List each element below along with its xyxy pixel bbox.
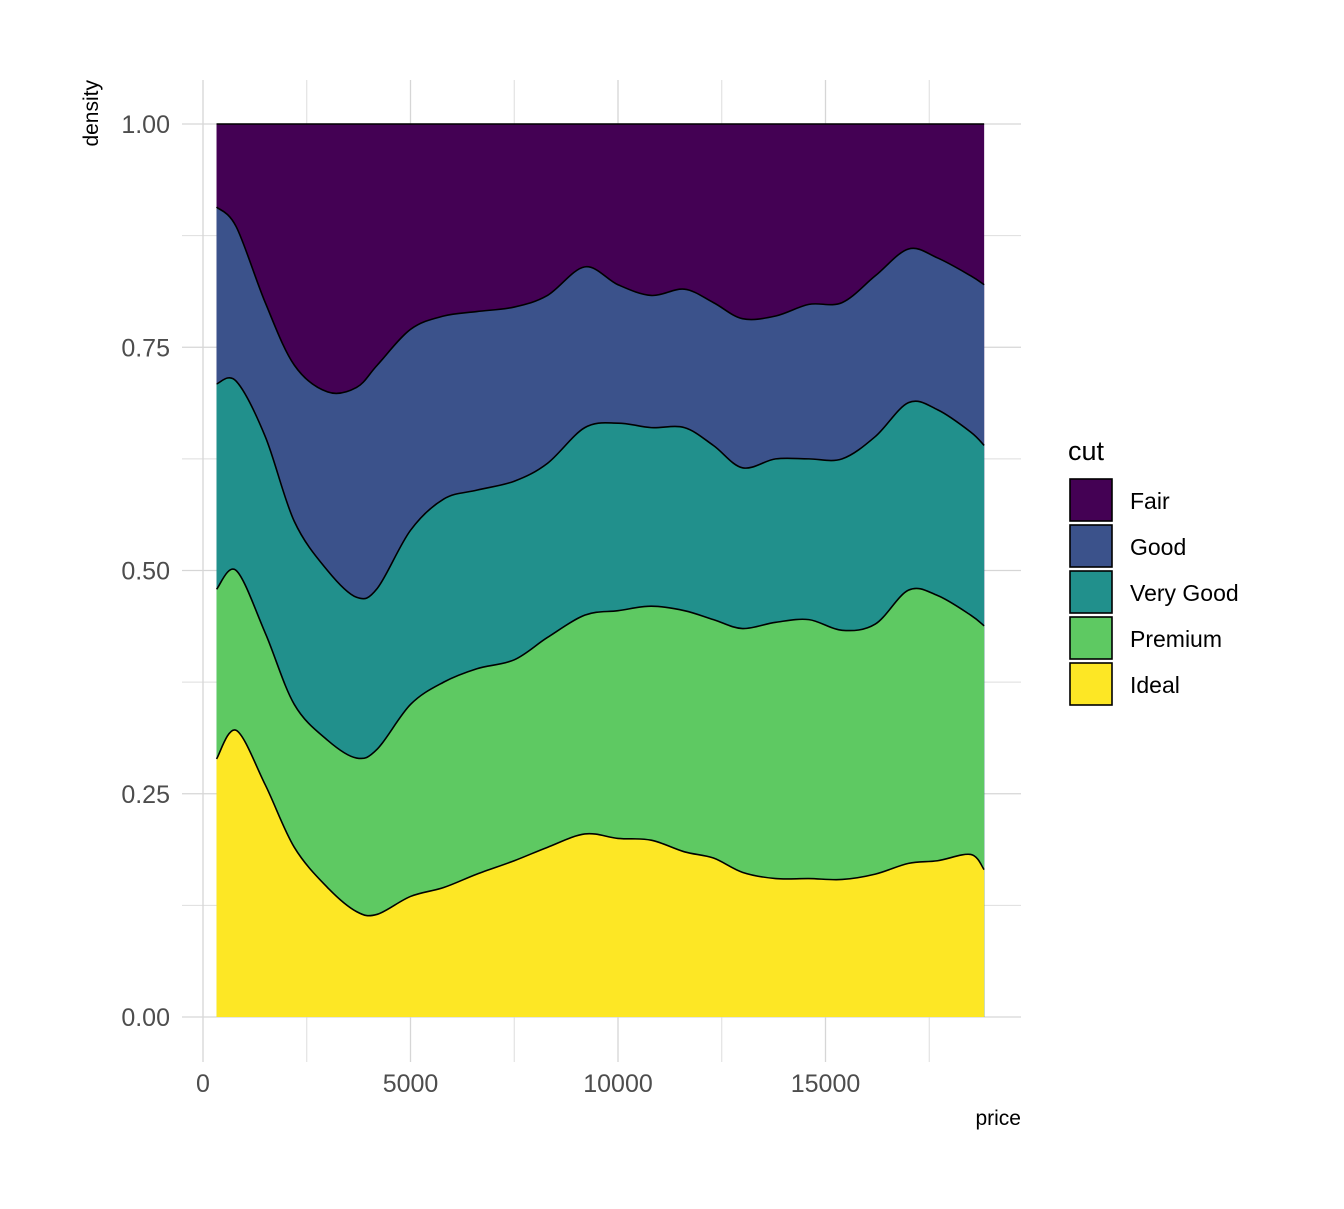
x-tick-label: 10000 (583, 1070, 653, 1098)
x-tick-label: 0 (196, 1070, 210, 1098)
y-tick-label: 0.50 (121, 558, 170, 586)
y-tick-label: 0.25 (121, 781, 170, 809)
legend-swatch-premium (1069, 616, 1113, 660)
y-axis-title: density (80, 80, 103, 147)
legend-title: cut (1068, 436, 1105, 466)
x-tick-label: 5000 (383, 1070, 439, 1098)
legend-swatch-very-good (1069, 570, 1113, 614)
legend-swatch-good (1069, 524, 1113, 568)
boundary-ideal (215, 729, 985, 917)
y-tick-label: 0.75 (121, 334, 170, 362)
legend-swatch-fair (1069, 478, 1113, 522)
boundary-good (215, 206, 985, 395)
legend: cut Fair Good Very Good Premium Ideal (1068, 436, 1239, 706)
boundary-very-good (216, 377, 985, 600)
y-tick-label: 0.00 (121, 1004, 170, 1032)
stacked-areas (215, 123, 985, 1018)
x-axis-title: price (975, 1107, 1021, 1130)
legend-swatch-ideal (1069, 662, 1113, 706)
tick-labels: 0.00 0.25 0.50 0.75 1.00 0 5000 10000 15000 (121, 111, 860, 1098)
legend-label-very-good: Very Good (1130, 580, 1239, 606)
legend-label-fair: Fair (1130, 488, 1170, 514)
y-tick-label: 1.00 (121, 111, 170, 139)
legend-label-premium: Premium (1130, 626, 1222, 652)
legend-label-good: Good (1130, 534, 1186, 560)
x-tick-label: 15000 (791, 1070, 861, 1098)
legend-label-ideal: Ideal (1130, 672, 1180, 698)
area-ideal (216, 729, 985, 1017)
boundary-premium (215, 568, 985, 760)
